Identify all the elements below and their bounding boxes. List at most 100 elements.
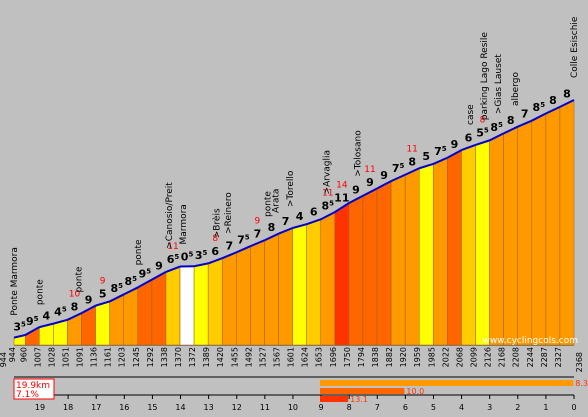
segment-start-altitude: 1624	[301, 347, 310, 367]
segment-max-gradient: 11	[167, 242, 178, 252]
profile-line	[306, 218, 322, 226]
gradient-decimal: 5	[540, 101, 545, 109]
segment-start-altitude: 1455	[230, 347, 239, 367]
segment-gradient-label: 55	[476, 127, 489, 140]
segment-gradient-label: 85	[322, 200, 335, 213]
segment-gradient-label: 8	[563, 87, 571, 100]
summary-box	[13, 378, 55, 400]
segment-gradient-label: 95	[26, 315, 39, 328]
segment-gradient-label: 7	[521, 108, 529, 121]
gradient-segment	[179, 265, 195, 346]
gradient-decimal: 5	[484, 127, 489, 135]
landmark-label: >Canosio/Preit	[165, 182, 175, 249]
profile-line	[292, 223, 307, 229]
segment-max-gradient: 11	[364, 165, 375, 175]
segment-gradient-label: 65	[167, 253, 180, 266]
segment-start-altitude: 1136	[90, 347, 99, 367]
km-tick-label: 17	[91, 403, 101, 412]
gradient-decimal: 5	[245, 233, 250, 241]
km-tick-label: 12	[232, 403, 242, 412]
segment-start-altitude: 1601	[287, 347, 296, 367]
segment-start-altitude: 1245	[132, 347, 141, 367]
segment-gradient-label: 4	[296, 210, 304, 223]
landmark-label: ponte	[263, 191, 273, 217]
segment-gradient-label: 85	[125, 275, 138, 288]
landmark-label: >Gias Lauset	[494, 54, 504, 115]
segment-start-altitude: 1051	[61, 347, 70, 367]
landmark-label: Arata	[272, 189, 282, 213]
segment-max-gradient: 9	[255, 216, 261, 226]
segment-max-gradient: 11	[406, 145, 417, 155]
landmark-label: Colle Esischie	[570, 16, 580, 78]
profile-line	[503, 125, 519, 135]
gradient-segment	[278, 227, 293, 346]
segment-start-altitude: 2099	[470, 347, 479, 367]
segment-start-altitude: 1372	[188, 347, 197, 367]
km-tick-label: 6	[403, 403, 408, 412]
segment-gradient-label: 5	[99, 288, 107, 301]
gradient-segment	[489, 132, 504, 346]
km-tick-label: 9	[319, 403, 324, 412]
gradient-decimal: 5	[34, 315, 39, 323]
segment-gradient-label: 9	[451, 138, 459, 151]
segment-gradient-label: 95	[139, 267, 152, 280]
segment-gradient-label: 75	[237, 233, 250, 246]
gradient-decimal: 5	[188, 250, 193, 258]
segment-gradient-label: 35	[195, 249, 208, 262]
profile-line	[193, 262, 209, 268]
gradient-segment	[123, 287, 139, 346]
profile-line	[348, 194, 364, 205]
landmark-label: Marmora	[179, 204, 189, 244]
profile-line	[123, 286, 139, 296]
steepest-sections: 8.3 10.0 13.1	[320, 379, 588, 404]
gradient-segment	[433, 157, 448, 346]
segment-start-altitude: 1203	[118, 347, 127, 367]
gradient-segment	[517, 120, 533, 346]
segment-start-altitude: 1920	[399, 347, 408, 367]
gradient-segment	[25, 326, 40, 346]
profile-line	[475, 139, 490, 146]
gradient-segment	[95, 301, 110, 346]
gradient-segment	[362, 188, 378, 346]
gradient-segments	[13, 99, 575, 346]
segment-start-altitude: 1161	[104, 347, 113, 367]
gradient-segment	[404, 167, 420, 346]
gradient-decimal: 5	[329, 200, 334, 208]
gradient-decimal: 5	[146, 267, 151, 275]
km-tick-label: 13	[204, 403, 214, 412]
landmark-label: >Reinero	[224, 192, 234, 234]
gradient-segment	[376, 180, 392, 346]
gradient-segment	[207, 257, 223, 346]
gradient-segment	[503, 126, 518, 346]
segment-start-altitude: 1882	[385, 347, 394, 367]
segment-max-gradient: 11	[322, 189, 333, 199]
segment-start-altitude: 2068	[455, 347, 464, 367]
segment-max-gradient: 8	[480, 116, 486, 126]
km-tick-label: 18	[63, 403, 73, 412]
segment-max-gradient: 10	[69, 289, 81, 299]
profile-line	[235, 245, 251, 254]
gradient-decimal: 5	[400, 162, 405, 170]
segment-gradient-label: 5	[422, 150, 430, 163]
segment-gradient-label: 6	[211, 245, 219, 258]
landmark-label: parking Lago Resile	[480, 32, 490, 121]
segment-max-gradient: 14	[336, 181, 348, 191]
segment-start-altitude: 1985	[427, 347, 436, 367]
segment-start-altitude: 1028	[47, 347, 56, 367]
segment-max-gradient: 9	[100, 277, 106, 287]
gradient-segment	[151, 271, 167, 346]
km-tick-label: 16	[119, 403, 129, 412]
profile-line	[559, 99, 575, 108]
segment-gradient-label: 6	[465, 131, 473, 144]
gradient-segment	[559, 99, 575, 346]
gradient-segment	[320, 211, 336, 346]
segment-start-altitude: 2327	[554, 347, 563, 367]
segment-start-altitude: 2126	[484, 347, 493, 367]
segment-gradient-label: 9	[85, 293, 93, 306]
landmark-label: >Torello	[286, 170, 296, 207]
segment-start-altitude: 2168	[498, 347, 507, 367]
segment-gradient-label: 9	[155, 260, 163, 273]
km-tick-label: 3	[487, 403, 492, 412]
km-tick-label: 7	[375, 403, 380, 412]
km-tick-label: 5	[431, 403, 436, 412]
